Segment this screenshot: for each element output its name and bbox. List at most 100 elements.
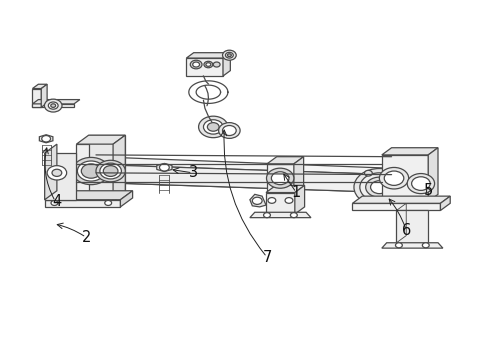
Circle shape <box>285 198 293 203</box>
Circle shape <box>206 63 211 66</box>
Polygon shape <box>250 212 311 218</box>
Circle shape <box>366 177 393 197</box>
Circle shape <box>159 164 169 171</box>
Circle shape <box>365 170 372 176</box>
Polygon shape <box>45 153 76 200</box>
Circle shape <box>103 166 118 176</box>
Polygon shape <box>76 157 96 182</box>
Circle shape <box>77 161 105 181</box>
Circle shape <box>412 177 430 190</box>
Polygon shape <box>382 155 428 202</box>
Circle shape <box>222 126 236 135</box>
Polygon shape <box>186 53 230 58</box>
Polygon shape <box>32 89 41 107</box>
Circle shape <box>73 157 110 185</box>
Circle shape <box>49 102 58 109</box>
Circle shape <box>96 160 125 182</box>
Circle shape <box>417 178 435 191</box>
Polygon shape <box>121 191 133 207</box>
Polygon shape <box>250 194 266 207</box>
Circle shape <box>207 123 219 131</box>
Circle shape <box>42 135 50 142</box>
Circle shape <box>379 167 409 189</box>
Polygon shape <box>113 135 125 202</box>
Circle shape <box>422 243 429 248</box>
Polygon shape <box>399 182 414 193</box>
Polygon shape <box>45 200 121 207</box>
Polygon shape <box>352 203 441 211</box>
Polygon shape <box>45 144 57 200</box>
Polygon shape <box>186 58 223 76</box>
Circle shape <box>252 197 262 204</box>
Polygon shape <box>382 148 438 155</box>
Circle shape <box>365 198 372 204</box>
Circle shape <box>264 213 270 218</box>
Circle shape <box>267 168 294 188</box>
Polygon shape <box>266 193 295 214</box>
Circle shape <box>291 213 297 218</box>
Circle shape <box>394 192 402 198</box>
Circle shape <box>268 198 276 203</box>
Circle shape <box>360 173 399 202</box>
Circle shape <box>227 54 231 57</box>
Circle shape <box>198 116 228 138</box>
Circle shape <box>394 176 402 182</box>
Circle shape <box>420 180 432 189</box>
Polygon shape <box>76 157 416 175</box>
Text: 6: 6 <box>402 223 411 238</box>
Text: 5: 5 <box>423 183 433 198</box>
Polygon shape <box>352 196 450 203</box>
Circle shape <box>203 120 223 134</box>
Polygon shape <box>267 164 294 193</box>
Circle shape <box>47 166 67 180</box>
Circle shape <box>81 164 101 178</box>
Circle shape <box>100 163 122 179</box>
Circle shape <box>222 50 236 60</box>
Polygon shape <box>223 53 230 76</box>
Polygon shape <box>396 211 428 243</box>
Polygon shape <box>41 84 47 107</box>
Circle shape <box>52 169 62 176</box>
Polygon shape <box>267 157 304 164</box>
Text: 3: 3 <box>189 165 198 180</box>
Polygon shape <box>76 135 125 144</box>
Polygon shape <box>441 196 450 211</box>
Polygon shape <box>295 185 305 214</box>
Polygon shape <box>89 135 125 193</box>
Polygon shape <box>32 100 80 104</box>
Circle shape <box>370 181 388 194</box>
Circle shape <box>204 61 213 68</box>
Circle shape <box>105 201 112 206</box>
Polygon shape <box>39 135 53 143</box>
Text: 1: 1 <box>292 185 301 200</box>
Circle shape <box>354 168 405 206</box>
Circle shape <box>225 52 233 58</box>
Circle shape <box>395 243 402 248</box>
Circle shape <box>193 62 199 67</box>
Polygon shape <box>45 191 133 200</box>
Circle shape <box>51 201 58 206</box>
Circle shape <box>404 184 412 190</box>
Text: 2: 2 <box>81 230 91 245</box>
Text: 7: 7 <box>262 249 271 265</box>
Circle shape <box>190 60 202 69</box>
Polygon shape <box>157 163 172 171</box>
Circle shape <box>384 171 404 185</box>
Circle shape <box>271 172 289 185</box>
Polygon shape <box>382 243 443 248</box>
Circle shape <box>407 174 435 194</box>
Polygon shape <box>76 175 416 193</box>
Polygon shape <box>76 164 392 193</box>
Polygon shape <box>392 169 416 193</box>
Polygon shape <box>76 144 113 202</box>
Circle shape <box>45 99 62 112</box>
Text: 4: 4 <box>52 194 62 209</box>
Polygon shape <box>428 148 438 202</box>
Polygon shape <box>32 84 47 89</box>
Polygon shape <box>32 104 74 107</box>
Circle shape <box>219 123 240 138</box>
Polygon shape <box>294 157 304 193</box>
Circle shape <box>51 104 56 107</box>
Circle shape <box>423 182 429 186</box>
Polygon shape <box>266 185 305 193</box>
